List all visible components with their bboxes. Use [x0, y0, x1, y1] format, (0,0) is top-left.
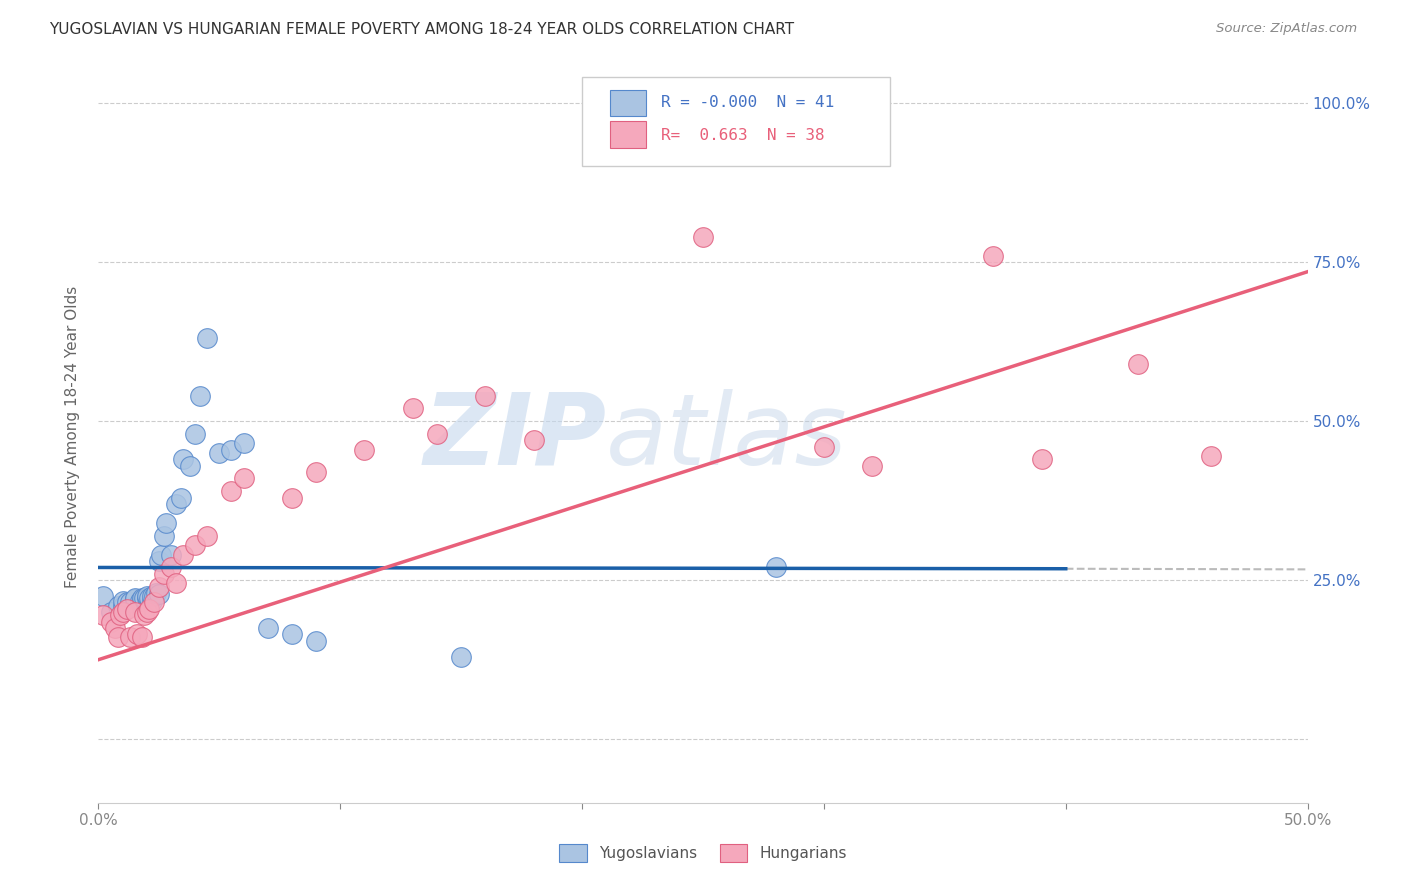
Point: [188, 389, 211, 403]
Point: [138, 602, 160, 616]
Point: [148, 554, 170, 568]
Point: [135, 589, 157, 603]
Point: [765, 560, 787, 574]
Point: [256, 621, 278, 635]
Point: [305, 465, 328, 479]
Point: [523, 434, 546, 448]
Point: [150, 548, 173, 562]
Point: [131, 631, 153, 645]
Point: [305, 633, 328, 648]
Point: [172, 452, 194, 467]
Point: [131, 593, 153, 607]
Point: [145, 586, 167, 600]
Point: [232, 436, 254, 450]
Point: [148, 587, 170, 601]
Point: [184, 538, 207, 552]
Point: [127, 627, 149, 641]
Point: [281, 627, 304, 641]
Point: [111, 605, 134, 619]
Point: [169, 491, 191, 505]
Point: [131, 591, 153, 605]
Point: [143, 595, 166, 609]
Point: [141, 589, 163, 603]
Point: [100, 615, 122, 629]
Point: [195, 529, 218, 543]
Point: [1031, 452, 1053, 467]
Point: [353, 442, 375, 457]
Text: YUGOSLAVIAN VS HUNGARIAN FEMALE POVERTY AMONG 18-24 YEAR OLDS CORRELATION CHART: YUGOSLAVIAN VS HUNGARIAN FEMALE POVERTY …: [49, 22, 794, 37]
Point: [160, 560, 183, 574]
Point: [111, 593, 134, 607]
Point: [813, 440, 835, 454]
Point: [111, 599, 134, 613]
Point: [128, 593, 150, 607]
Point: [179, 458, 201, 473]
Point: [148, 580, 170, 594]
Point: [108, 608, 131, 623]
Text: atlas: atlas: [606, 389, 848, 485]
Point: [450, 649, 472, 664]
Point: [860, 458, 883, 473]
Point: [91, 589, 114, 603]
Text: R = -0.000  N = 41: R = -0.000 N = 41: [661, 95, 834, 111]
Text: ZIP: ZIP: [423, 389, 606, 485]
Point: [135, 605, 157, 619]
Point: [165, 576, 187, 591]
Point: [118, 595, 141, 609]
Point: [172, 548, 194, 562]
Point: [474, 389, 496, 403]
Point: [104, 621, 127, 635]
Text: R=  0.663  N = 38: R= 0.663 N = 38: [661, 128, 824, 144]
Point: [138, 591, 160, 605]
Point: [135, 591, 157, 605]
Point: [221, 484, 243, 499]
Point: [143, 589, 166, 603]
Point: [221, 442, 243, 457]
Point: [117, 595, 139, 609]
Bar: [610, 121, 647, 148]
Y-axis label: Female Poverty Among 18-24 Year Olds: Female Poverty Among 18-24 Year Olds: [65, 286, 80, 588]
Point: [1199, 449, 1222, 463]
Point: [152, 529, 174, 543]
Point: [195, 331, 218, 345]
Point: [692, 229, 714, 244]
Point: [1128, 357, 1150, 371]
Point: [281, 491, 304, 505]
Point: [117, 602, 139, 616]
FancyBboxPatch shape: [582, 78, 890, 167]
Point: [107, 631, 129, 645]
Point: [124, 592, 146, 607]
Point: [134, 591, 156, 605]
Point: [124, 591, 146, 605]
Point: [208, 446, 231, 460]
Legend: Yugoslavians, Hungarians: Yugoslavians, Hungarians: [553, 838, 853, 868]
Text: Source: ZipAtlas.com: Source: ZipAtlas.com: [1216, 22, 1357, 36]
Point: [165, 497, 187, 511]
Point: [107, 599, 129, 613]
Point: [124, 605, 146, 619]
Point: [100, 605, 122, 619]
Point: [184, 426, 207, 441]
Point: [402, 401, 425, 416]
Point: [981, 249, 1004, 263]
Point: [232, 471, 254, 485]
Point: [155, 516, 177, 530]
Point: [426, 426, 449, 441]
Bar: [610, 90, 647, 116]
Point: [160, 548, 183, 562]
Point: [91, 608, 114, 623]
Point: [152, 566, 174, 581]
Point: [141, 593, 163, 607]
Point: [118, 631, 141, 645]
Point: [134, 608, 156, 623]
